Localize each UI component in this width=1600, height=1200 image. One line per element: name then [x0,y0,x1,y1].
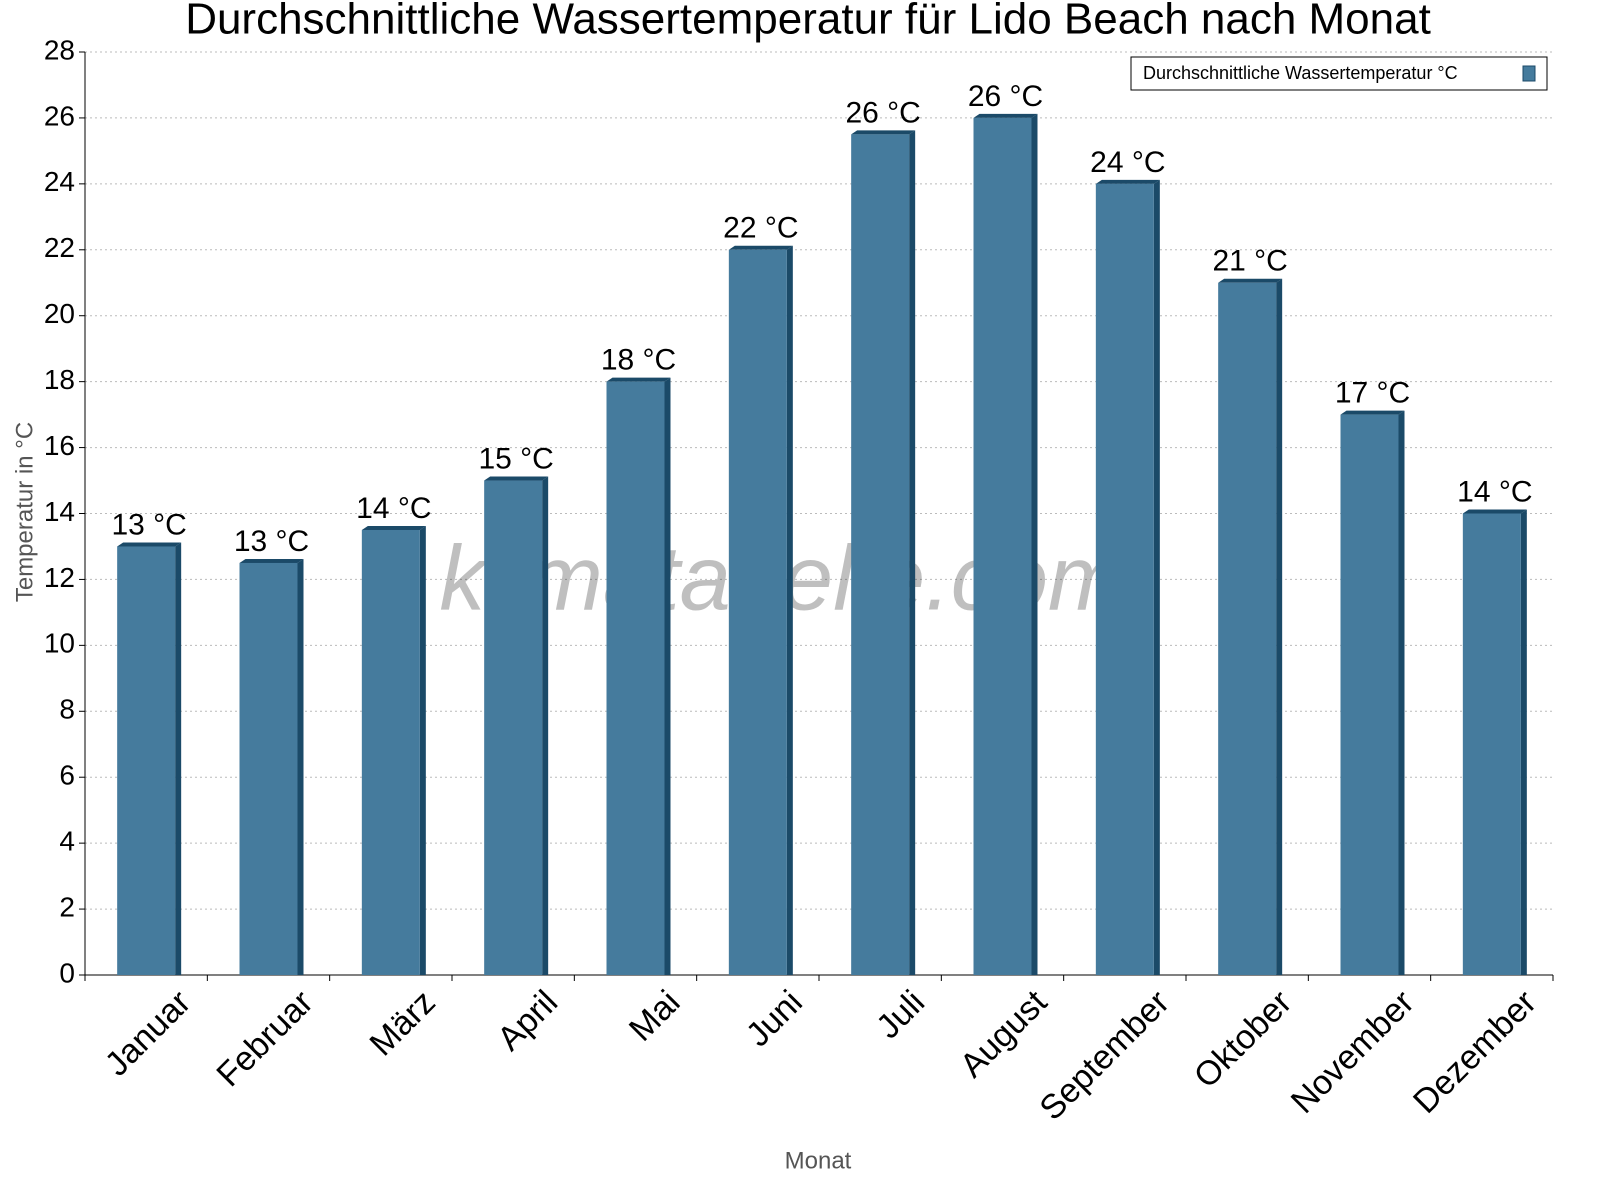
bar-top [239,558,304,563]
bar-top [1095,179,1160,184]
legend-box [1130,56,1548,91]
value-label: 22 °C [723,212,798,245]
bar-top [973,113,1038,118]
bar [1095,183,1154,975]
y-tick-label: 22 [44,232,75,263]
bar [1462,513,1521,975]
bar-top [117,542,182,547]
bar-side [1153,179,1160,975]
value-label: 21 °C [1212,245,1287,278]
y-tick-label: 18 [44,364,75,395]
value-label: 26 °C [968,80,1043,113]
bar-top [484,476,549,481]
value-label: 14 °C [356,492,431,525]
bar-side [909,130,916,976]
bar-top [1218,278,1283,283]
bar-top [606,377,671,382]
bar-side [419,525,426,975]
bar-side [1031,113,1038,975]
value-label: 15 °C [478,442,553,475]
value-label: 14 °C [1457,475,1532,508]
bar-side [1398,410,1405,975]
y-tick-label: 24 [44,166,75,197]
value-label: 17 °C [1335,377,1410,410]
bar [117,546,176,975]
value-label: 13 °C [234,525,309,558]
legend-label: Durchschnittliche Wassertemperatur °C [1143,63,1458,83]
value-label: 24 °C [1090,146,1165,179]
y-tick-label: 4 [59,826,75,857]
bar-side [786,245,793,976]
legend-swatch [1522,65,1536,82]
y-tick-label: 12 [44,562,75,593]
y-tick-label: 0 [59,957,75,988]
bar-top [728,245,793,250]
value-label: 13 °C [111,508,186,541]
bar-side [664,377,671,976]
bar-side [1276,278,1283,975]
bar [973,117,1032,975]
bar [851,134,910,976]
bar [606,381,665,976]
x-axis-label: Monat [785,1147,852,1174]
y-tick-label: 28 [44,34,75,65]
bar-side [175,542,182,975]
y-tick-label: 26 [44,100,75,131]
value-label: 18 °C [601,344,676,377]
bar-top [851,130,916,135]
bar-side [1520,509,1527,975]
bar-top [1462,509,1527,514]
bar-side [542,476,549,975]
chart-title: Durchschnittliche Wassertemperatur für L… [185,0,1431,44]
y-tick-label: 20 [44,298,75,329]
y-tick-label: 8 [59,694,75,725]
y-tick-label: 10 [44,628,75,659]
y-tick-label: 2 [59,891,75,922]
bar-top [361,525,426,530]
bar [361,529,420,975]
bar [728,249,787,976]
y-tick-label: 6 [59,760,75,791]
y-tick-label: 14 [44,496,75,527]
value-label: 26 °C [845,96,920,129]
bar-side [297,558,304,975]
bar [484,480,543,975]
bar [1218,282,1277,975]
bar [239,562,298,975]
bar [1340,414,1399,975]
y-axis-label: Temperatur in °C [11,422,38,602]
bar-top [1340,410,1405,415]
y-tick-label: 16 [44,430,75,461]
